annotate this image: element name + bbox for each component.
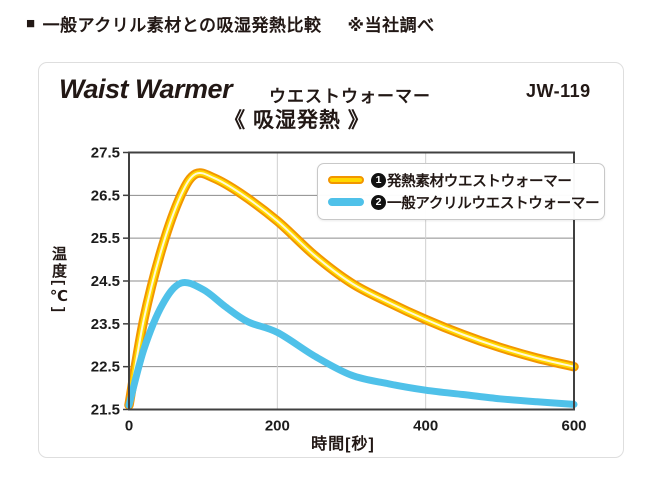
series-line-2 <box>125 278 578 409</box>
page-header: ■ 一般アクリル素材との吸湿発熱比較 ※当社調べ <box>26 11 435 36</box>
x-tick-label: 0 <box>125 418 133 435</box>
legend-label-acrylic: 一般アクリルウエストウォーマー <box>387 195 600 212</box>
model-number: JW-119 <box>526 81 591 101</box>
chart-svg: 27.5 26.5 25.5 24.5 23.5 22.5 21.5 0 200 400 600 <box>91 145 587 435</box>
product-chart-card: Waist Warmer ウエストウォーマー JW-119 《 吸湿発熱 》 2… <box>38 62 624 458</box>
y-tick-label: 26.5 <box>91 187 120 204</box>
legend-badge-1-icon: 1 <box>371 172 386 188</box>
heat-material-line-swatch-icon <box>328 176 364 184</box>
tick-label-layer: 27.5 26.5 25.5 24.5 23.5 22.5 21.5 0 200 400 600 <box>91 145 587 435</box>
y-tick-label: 25.5 <box>91 230 120 247</box>
chart-legend: 1 発熱素材ウエストウォーマー 2 一般アクリルウエストウォーマー <box>317 163 605 220</box>
chart-title: 《 吸湿発熱 》 <box>224 109 370 132</box>
y-axis-label: 温度[℃] <box>50 246 67 314</box>
series-line-1 <box>128 171 575 407</box>
legend-label-heat-material: 発熱素材ウエストウォーマー <box>387 173 572 190</box>
legend-row-heat-material: 1 発熱素材ウエストウォーマー <box>328 169 596 191</box>
y-tick-label: 21.5 <box>91 402 120 419</box>
y-tick-label: 27.5 <box>91 145 120 162</box>
page-title: 一般アクリル素材との吸湿発熱比較 <box>42 16 322 35</box>
x-tick-label: 600 <box>561 418 586 435</box>
square-bullet-icon: ■ <box>26 15 36 32</box>
x-axis-label: 時間[秒] <box>311 436 375 453</box>
brand-name-en: Waist Warmer <box>59 74 233 104</box>
y-tick-label: 24.5 <box>91 273 120 290</box>
legend-row-acrylic: 2 一般アクリルウエストウォーマー <box>328 191 600 213</box>
legend-badge-2-icon: 2 <box>371 194 386 210</box>
series-layer <box>124 168 579 410</box>
acrylic-line-swatch-icon <box>328 198 364 206</box>
x-tick-label: 400 <box>413 418 438 435</box>
x-tick-label: 200 <box>265 418 290 435</box>
survey-note: ※当社調べ <box>347 16 435 35</box>
brand-name-jp: ウエストウォーマー <box>269 87 431 106</box>
y-tick-label: 22.5 <box>91 359 120 376</box>
y-tick-label: 23.5 <box>91 316 120 333</box>
